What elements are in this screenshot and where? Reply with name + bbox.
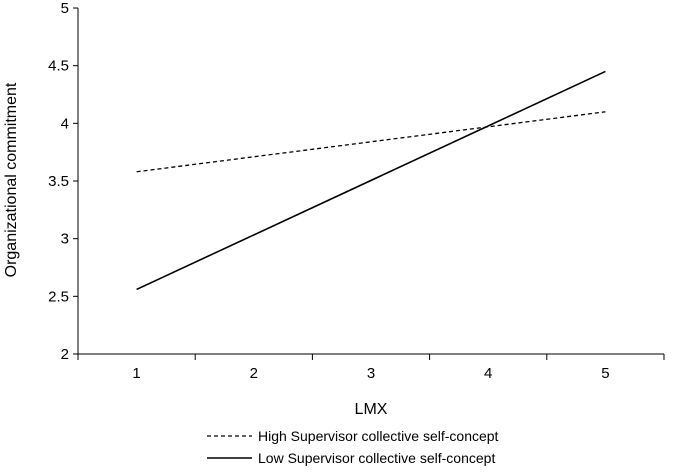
y-tick-label: 4.5 [48,58,69,75]
y-tick-label: 2 [61,346,69,363]
legend: High Supervisor collective self-concept L… [207,428,499,466]
x-tick-label: 2 [250,365,258,382]
axes: 2 2.5 3 3.5 4 4.5 5 1 2 3 4 5 [48,0,665,382]
x-tick-label: 3 [367,365,375,382]
series-line-low [136,70,606,291]
series-line-high [136,111,606,173]
legend-label-high: High Supervisor collective self-concept [258,428,499,444]
y-tick-label: 3 [61,231,69,248]
legend-label-low: Low Supervisor collective self-concept [258,450,495,466]
y-tick-label: 5 [61,0,69,17]
y-axis-title: Organizational commitment [3,82,20,277]
x-tick-label: 1 [132,365,140,382]
y-tick-label: 3.5 [48,173,69,190]
x-axis-title: LMX [355,401,388,418]
x-tick-label: 4 [484,365,492,382]
y-tick-label: 2.5 [48,288,69,305]
x-tick-label: 5 [601,365,609,382]
series-layer [136,70,606,291]
y-tick-label: 4 [61,115,69,132]
